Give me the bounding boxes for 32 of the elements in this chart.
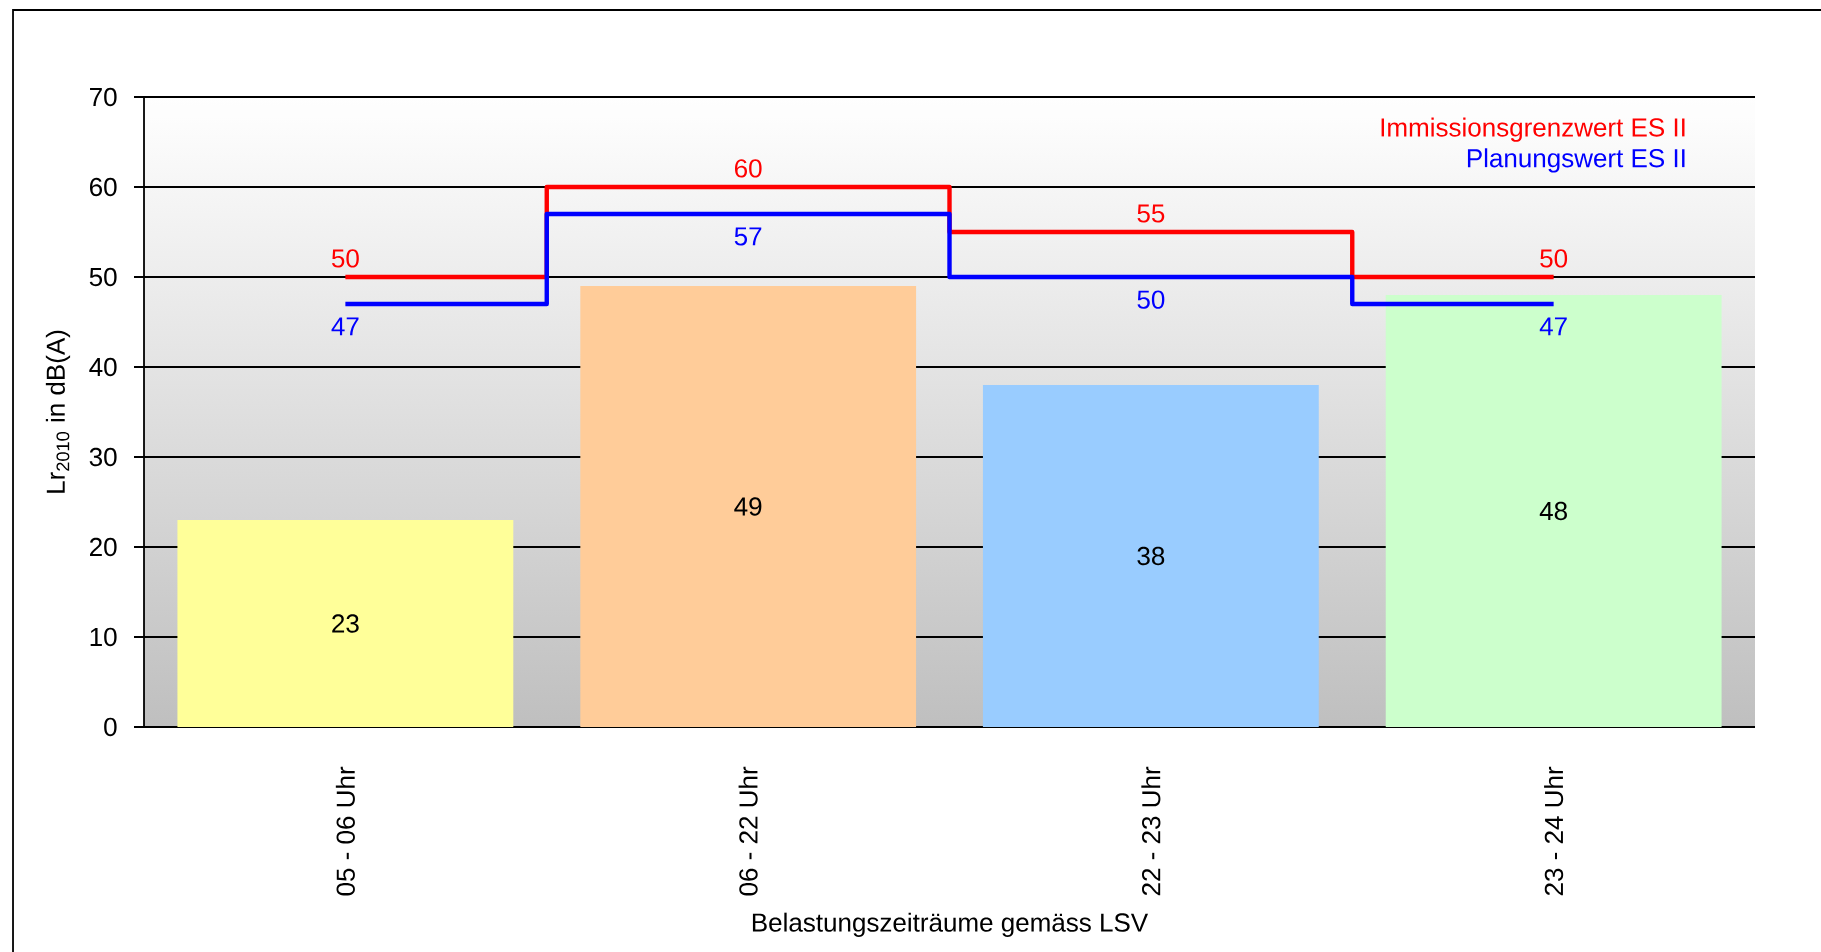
data-label: 47 <box>1539 317 1567 336</box>
text: Planungswert ES II <box>1467 148 1685 173</box>
bar <box>177 519 514 727</box>
data-label: 55 <box>1137 204 1165 223</box>
data-label: 50 <box>1540 249 1568 268</box>
x-tick-label: 22 - 23 Uhr <box>1141 766 1161 896</box>
bar <box>580 285 917 727</box>
data-label: 49 <box>734 497 762 516</box>
x-tick-label: 05 - 06 Uhr <box>335 766 355 896</box>
y-tick-label: 20 <box>90 537 117 557</box>
y-tick-label: 50 <box>89 267 117 287</box>
bar <box>982 384 1319 727</box>
y-axis-title: Lr$_{2010}$ in dB(A) <box>45 330 71 493</box>
data-label: 38 <box>1137 546 1165 566</box>
y-tick-label: 40 <box>89 357 117 377</box>
data-label: 50 <box>1137 290 1165 309</box>
y-tick-label: 60 <box>90 177 117 197</box>
y-tick-label: 10 <box>90 627 117 647</box>
y-tick-label: 30 <box>89 447 117 467</box>
data-label: 23 <box>332 614 359 633</box>
data-label: 50 <box>331 249 359 268</box>
data-label: 48 <box>1539 501 1567 521</box>
text: Immissionsgrenzwert ES II <box>1381 117 1685 142</box>
x-axis-title: Belastungszeiträume gemäss LSV <box>752 912 1149 937</box>
data-label: 60 <box>734 159 762 178</box>
x-tick-label: 23 - 24 Uhr <box>1544 766 1564 896</box>
bar <box>1385 294 1722 727</box>
y-tick-label: 70 <box>90 87 117 107</box>
data-label: 57 <box>734 227 762 246</box>
x-tick-label: 06 - 22 Uhr <box>738 766 758 896</box>
y-tick-label: 0 <box>104 717 117 737</box>
data-label: 47 <box>331 317 359 336</box>
